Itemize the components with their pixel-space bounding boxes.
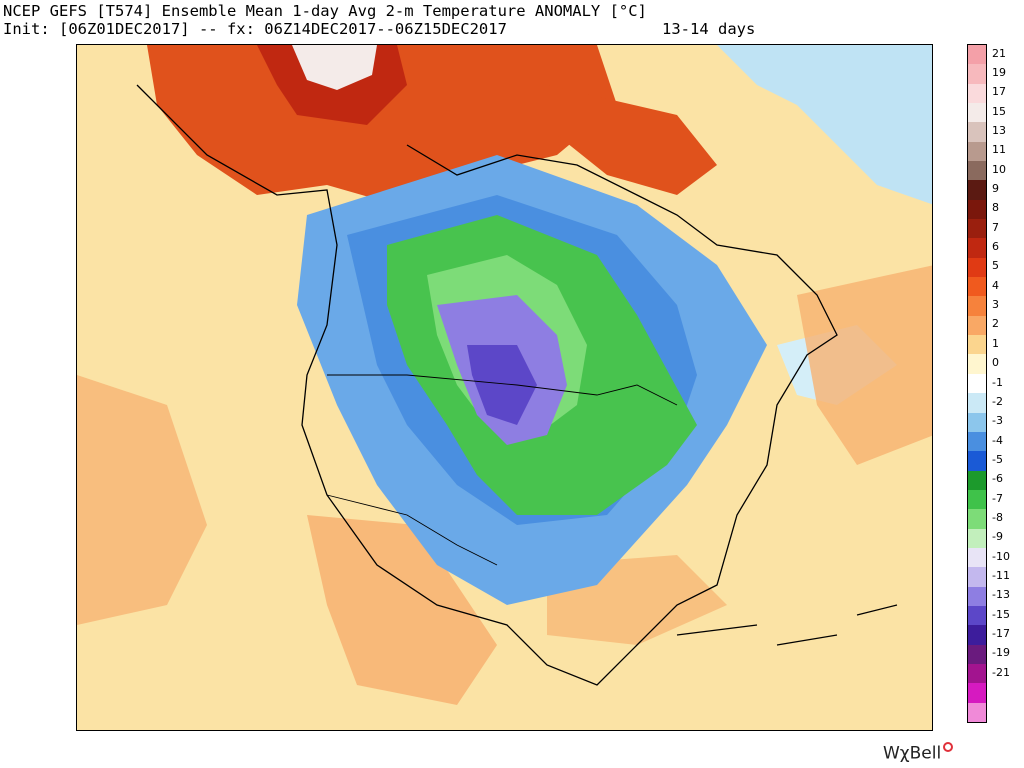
brand-text: WχBell <box>883 743 942 764</box>
colorbar-label: -9 <box>992 530 1003 544</box>
wxbell-logo: WχBell <box>883 742 954 764</box>
map-title: NCEP GEFS [T574] Ensemble Mean 1-day Avg… <box>3 2 647 20</box>
colorbar-label: 11 <box>992 143 1006 157</box>
colorbar-label: 13 <box>992 124 1006 138</box>
coastline <box>136 84 838 686</box>
mexico-warm-patch <box>307 515 497 705</box>
colorbar-swatch <box>968 393 986 413</box>
colorbar-swatch <box>968 451 986 472</box>
colorbar-label: -15 <box>992 607 1010 621</box>
colorbar-label: 2 <box>992 317 999 331</box>
colorbar-swatch <box>968 567 986 588</box>
arctic-cold-patch <box>717 45 932 205</box>
colorbar-swatch <box>968 528 986 549</box>
colorbar-swatch <box>968 315 986 336</box>
colorbar <box>967 44 987 723</box>
atlantic-warm-patch <box>797 265 932 465</box>
colorbar-swatch <box>968 296 986 317</box>
colorbar-label: 6 <box>992 240 999 254</box>
colorbar-swatch <box>968 412 986 433</box>
colorbar-label: -11 <box>992 568 1010 582</box>
colorbar-label: 10 <box>992 162 1006 176</box>
colorbar-swatch <box>968 45 986 65</box>
colorbar-label: 21 <box>992 46 1006 60</box>
colorbar-swatch <box>968 683 986 704</box>
colorbar-label: -2 <box>992 394 1003 408</box>
colorbar-label: 1 <box>992 336 999 350</box>
colorbar-swatch <box>968 431 986 452</box>
anomaly-map <box>76 44 933 731</box>
colorbar-swatch <box>968 219 986 239</box>
logo-dot-icon <box>943 742 954 752</box>
colorbar-swatch <box>968 199 986 220</box>
colorbar-swatch <box>968 277 986 297</box>
colorbar-swatch <box>968 83 986 104</box>
colorbar-swatch <box>968 702 986 723</box>
colorbar-swatch <box>968 354 986 375</box>
colorbar-swatch <box>968 625 986 646</box>
colorbar-swatch <box>968 586 986 607</box>
colorbar-label: 0 <box>992 356 999 370</box>
us-mexico-border <box>326 494 498 566</box>
colorbar-swatch <box>968 470 986 491</box>
colorbar-label: -10 <box>992 549 1010 563</box>
colorbar-label: -13 <box>992 588 1010 602</box>
colorbar-label: 7 <box>992 220 999 234</box>
forecast-range: 13-14 days <box>662 20 756 38</box>
colorbar-label: -1 <box>992 375 1003 389</box>
colorbar-swatch <box>968 489 986 510</box>
colorbar-label: -5 <box>992 452 1003 466</box>
colorbar-swatch <box>968 373 986 394</box>
colorbar-swatch <box>968 605 986 626</box>
colorbar-swatch <box>968 141 986 162</box>
anomaly-field <box>77 45 932 730</box>
colorbar-label: -21 <box>992 665 1010 679</box>
colorbar-label: 8 <box>992 201 999 215</box>
us-canada-border <box>327 374 678 406</box>
colorbar-swatch <box>968 644 986 665</box>
colorbar-swatch <box>968 547 986 568</box>
colorbar-swatch <box>968 161 986 181</box>
colorbar-label: 15 <box>992 104 1006 118</box>
alaska-hot-core <box>292 45 377 90</box>
colorbar-swatch <box>968 509 986 530</box>
colorbar-label: -19 <box>992 646 1010 660</box>
pacific-warm-patch <box>77 375 207 625</box>
colorbar-swatch <box>968 122 986 143</box>
colorbar-swatch <box>968 103 986 123</box>
init-forecast-line: Init: [06Z01DEC2017] -- fx: 06Z14DEC2017… <box>3 20 507 38</box>
colorbar-label: -8 <box>992 510 1003 524</box>
colorbar-label: 17 <box>992 85 1006 99</box>
colorbar-swatch <box>968 663 986 684</box>
colorbar-label: -7 <box>992 491 1003 505</box>
colorbar-label: -4 <box>992 433 1003 447</box>
colorbar-swatch <box>968 257 986 278</box>
colorbar-swatch <box>968 180 986 201</box>
greenland-warm <box>547 85 717 195</box>
colorbar-label: 19 <box>992 66 1006 79</box>
colorbar-label: 4 <box>992 278 999 292</box>
colorbar-label: 3 <box>992 298 999 312</box>
colorbar-swatch <box>968 64 986 85</box>
colorbar-label: 9 <box>992 182 999 196</box>
colorbar-label: -6 <box>992 472 1003 486</box>
colorbar-label: -17 <box>992 626 1010 640</box>
caribbean-islands <box>676 604 898 646</box>
cold-core <box>467 345 537 425</box>
colorbar-label: 5 <box>992 259 999 273</box>
colorbar-swatch <box>968 335 986 355</box>
colorbar-swatch <box>968 238 986 259</box>
colorbar-label: -3 <box>992 414 1003 428</box>
